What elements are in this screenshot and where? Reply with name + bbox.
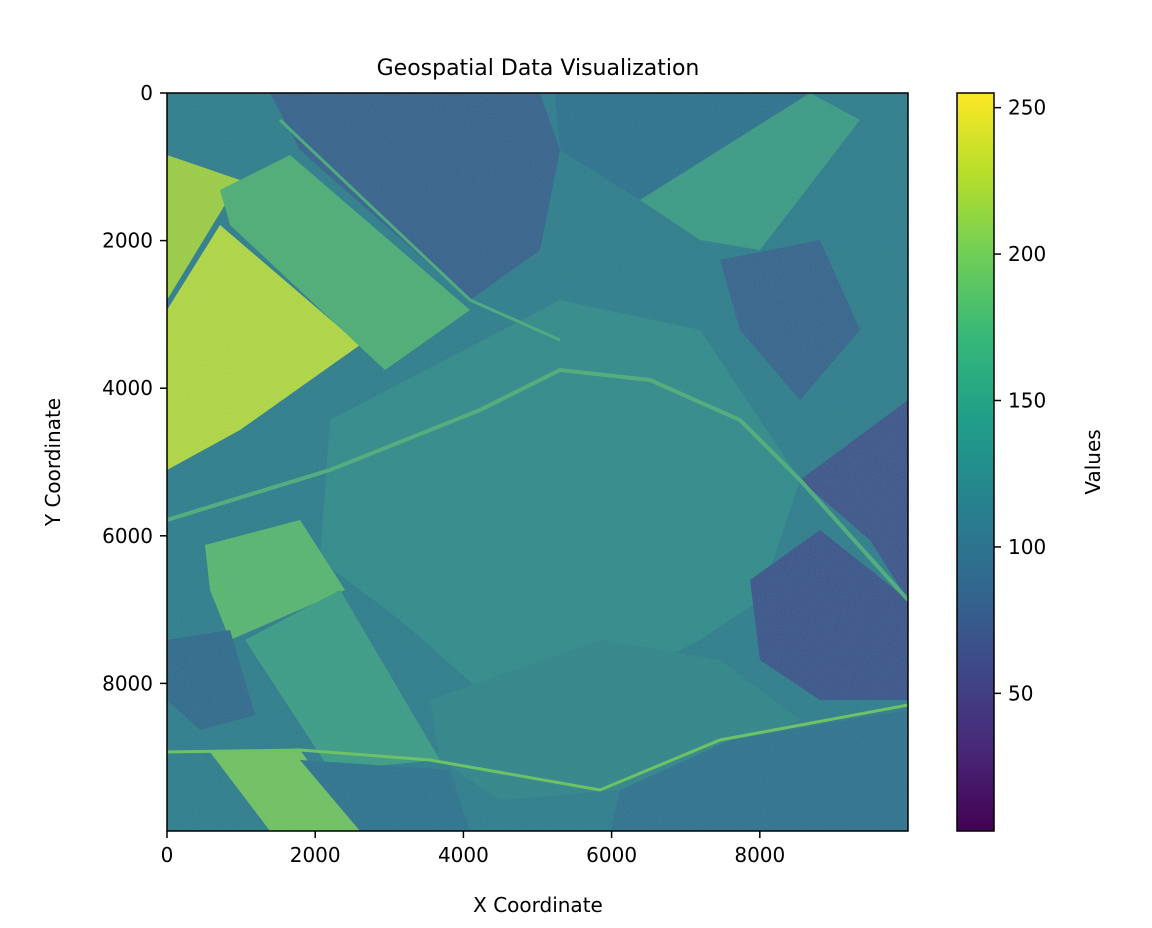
x-tick-label: 8000 <box>734 843 785 867</box>
colorbar-tick-label: 100 <box>1008 535 1046 559</box>
y-axis-label: Y Coordinate <box>41 398 65 527</box>
x-axis-label: X Coordinate <box>473 893 603 917</box>
y-tick-label: 2000 <box>102 229 153 253</box>
y-tick-label: 6000 <box>102 524 153 548</box>
colorbar <box>956 92 995 832</box>
y-tick-label: 8000 <box>102 671 153 695</box>
chart-title: Geospatial Data Visualization <box>377 56 700 81</box>
texture-overlay <box>167 93 908 831</box>
colorbar-tick-label: 50 <box>1008 681 1033 705</box>
plot-frame <box>166 92 909 832</box>
y-tick-label: 4000 <box>102 376 153 400</box>
y-axis-ticks: 0 2000 4000 6000 8000 <box>102 81 167 695</box>
heatmap-image <box>167 93 908 831</box>
y-tick-label: 0 <box>140 81 153 105</box>
colorbar-ticks: 50 100 150 200 250 <box>994 96 1046 705</box>
x-tick-label: 0 <box>161 843 174 867</box>
colorbar-tick-label: 150 <box>1008 389 1046 413</box>
x-axis-ticks: 0 2000 4000 6000 8000 <box>161 831 785 867</box>
colorbar-tick-label: 250 <box>1008 96 1046 120</box>
colorbar-label: Values <box>1081 429 1105 494</box>
x-tick-label: 4000 <box>438 843 489 867</box>
x-tick-label: 6000 <box>586 843 637 867</box>
colorbar-tick-label: 200 <box>1008 242 1046 266</box>
x-tick-label: 2000 <box>290 843 341 867</box>
